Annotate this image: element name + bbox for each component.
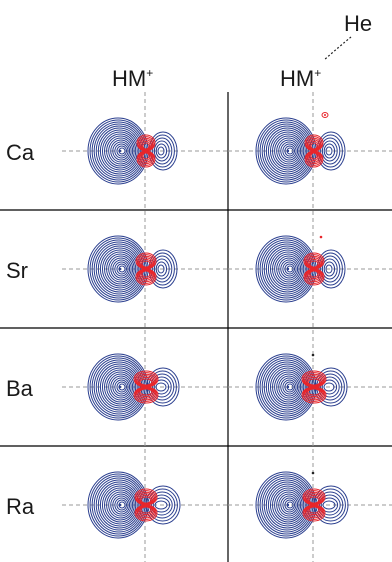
col-header-hm-he: HM+ (280, 66, 321, 91)
helium-marker (311, 471, 315, 475)
nucleus-dot (118, 267, 122, 271)
row-label-sr: Sr (6, 258, 28, 283)
positive-lobes (303, 252, 325, 286)
positive-lobes (134, 488, 158, 522)
negative-lobe-left (255, 471, 317, 539)
he-pointer-line (323, 36, 352, 61)
he-label: He (344, 11, 372, 36)
col-header-hm: HM+ (112, 66, 153, 91)
nucleus-dot (286, 385, 290, 389)
contour-panel-sr-hm-he (255, 235, 346, 303)
negative-lobe-right (316, 131, 346, 171)
nucleus-dot (118, 503, 122, 507)
positive-lobes (302, 488, 326, 522)
nucleus-dot (286, 503, 290, 507)
nucleus-dot (118, 149, 122, 153)
helium-marker (319, 235, 323, 239)
positive-lobes (304, 134, 324, 168)
nucleus-dot (118, 385, 122, 389)
positive-lobes (301, 370, 327, 404)
row-label-ra: Ra (6, 494, 35, 519)
positive-lobes (136, 134, 156, 168)
contour-panel-sr-hm (87, 235, 178, 303)
helium-marker (321, 112, 329, 118)
row-label-ca: Ca (6, 140, 35, 165)
row-label-ba: Ba (6, 376, 34, 401)
contour-panel-ba-hm-he (255, 353, 348, 421)
negative-lobe-left (255, 117, 317, 185)
helium-marker (311, 353, 315, 357)
nucleus-dot (286, 267, 290, 271)
contour-panels (87, 112, 349, 539)
contour-panel-ra-hm (87, 471, 181, 539)
positive-lobes (135, 252, 157, 286)
contour-panel-ca-hm (87, 117, 178, 185)
positive-lobes (133, 370, 159, 404)
negative-lobe-left (87, 471, 149, 539)
contour-panel-ba-hm (87, 353, 180, 421)
contour-panel-ra-hm-he (255, 471, 349, 539)
contour-panel-ca-hm-he (255, 112, 346, 185)
nucleus-dot (286, 149, 290, 153)
axes-group (62, 92, 392, 562)
